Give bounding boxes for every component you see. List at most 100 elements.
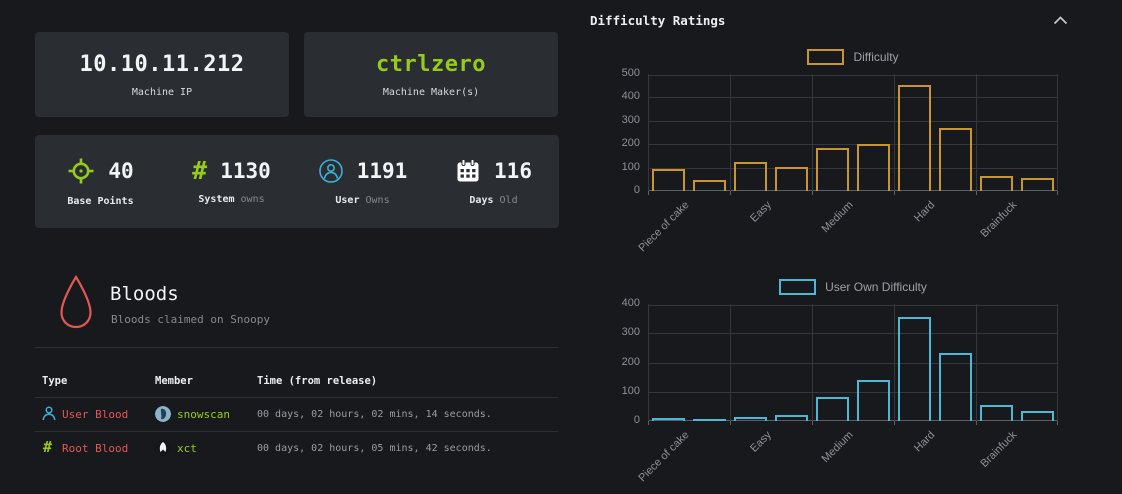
- bar: [980, 176, 1013, 191]
- plot-area: 0 100 200 300 400 500 Piece of cake Easy Medium H…: [622, 67, 1058, 254]
- stat-base-points: 40 Base Points: [35, 157, 166, 207]
- y-axis-tick-label: 0: [633, 184, 640, 196]
- days-old-value: 116: [494, 158, 532, 183]
- x-axis-tick: [812, 421, 813, 425]
- member-link[interactable]: snowscan: [177, 408, 230, 421]
- x-axis-tick: [812, 191, 813, 195]
- y-axis-tick-label: 400: [621, 297, 640, 309]
- legend-difficulty[interactable]: Difficulty: [648, 49, 1058, 65]
- gridline: [648, 75, 1058, 76]
- x-axis-tick: [976, 421, 977, 425]
- x-axis-tick: [1057, 421, 1058, 425]
- bar: [816, 148, 849, 191]
- user-own-difficulty-chart: User Own Difficulty 0 100 200 300 400 Piece o…: [622, 279, 1058, 484]
- stat-system-owns: # 1130 System owns: [192, 156, 271, 205]
- user-icon: [42, 406, 56, 421]
- plot-area: 0 100 200 300 400 Piece of cake Easy Medium Hard…: [622, 297, 1058, 484]
- x-axis-tick: [730, 421, 731, 425]
- bar: [980, 405, 1013, 421]
- user-owns-value: 1191: [356, 158, 408, 183]
- gridline: [730, 74, 731, 191]
- x-axis-tick: [730, 191, 731, 195]
- bar: [652, 418, 685, 421]
- x-axis-tick: [894, 421, 895, 425]
- bar: [857, 380, 890, 421]
- x-axis-category-label: Piece of cake: [636, 429, 692, 485]
- x-axis-tick: [1057, 191, 1058, 195]
- y-axis-tick-label: 100: [621, 384, 640, 397]
- bar: [939, 353, 972, 421]
- bar: [734, 162, 767, 191]
- gridline: [894, 304, 895, 421]
- bar: [652, 169, 685, 191]
- system-owns-value: 1130: [220, 158, 271, 183]
- gridline: [894, 74, 895, 191]
- gridline: [648, 391, 1058, 393]
- system-owns-label: System: [198, 194, 235, 205]
- blood-time: 00 days, 02 hours, 05 mins, 42 seconds.: [257, 443, 492, 454]
- x-axis-category-label: Brainfuck: [978, 199, 1020, 240]
- x-axis-tick: [648, 421, 649, 425]
- machine-stats-card: 40 Base Points # 1130 System owns 1191 U…: [35, 135, 559, 228]
- bar: [693, 419, 726, 421]
- bloods-title: Bloods: [110, 283, 179, 305]
- divider: [35, 431, 558, 432]
- bar: [1021, 178, 1054, 191]
- chevron-up-icon[interactable]: [1053, 16, 1068, 25]
- calendar-icon: [455, 158, 481, 184]
- gridline: [976, 304, 977, 421]
- column-header-member: Member: [155, 375, 193, 387]
- x-axis-category-label: Hard: [912, 199, 938, 225]
- divider: [35, 347, 558, 348]
- member-link[interactable]: xct: [177, 442, 197, 455]
- y-axis-tick-label: 300: [621, 113, 640, 126]
- gridline: [648, 362, 1058, 364]
- bar: [857, 144, 890, 191]
- x-axis-category-label: Medium: [819, 199, 856, 236]
- machine-maker-label: Machine Maker(s): [382, 86, 480, 98]
- gridline: [1057, 304, 1058, 421]
- bar: [775, 167, 808, 191]
- gridline: [812, 74, 813, 191]
- blood-type: User Blood: [62, 408, 129, 421]
- x-axis-category-label: Brainfuck: [978, 429, 1020, 470]
- user-circle-icon: [318, 158, 344, 184]
- gridline: [648, 120, 1058, 122]
- gridline: [1057, 74, 1058, 191]
- blood-drop-icon: [58, 274, 94, 330]
- divider: [35, 397, 558, 398]
- x-axis-category-label: Piece of cake: [636, 199, 692, 255]
- y-axis-tick-label: 400: [621, 90, 640, 103]
- bar: [734, 417, 767, 421]
- gridline: [648, 74, 649, 191]
- days-old-label: Days: [469, 194, 494, 206]
- x-axis-category-label: Easy: [747, 429, 774, 455]
- x-axis-category-label: Easy: [747, 199, 774, 225]
- y-axis-tick-label: 200: [621, 355, 640, 368]
- x-axis-tick: [894, 191, 895, 195]
- gridline: [648, 304, 649, 421]
- stat-days-old: 116 Days Old: [428, 158, 559, 206]
- y-axis-tick-label: 500: [621, 67, 640, 79]
- machine-maker-value[interactable]: ctrlzero: [376, 51, 486, 77]
- bar: [816, 397, 849, 421]
- base-points-label: Base Points: [67, 195, 134, 207]
- legend-user-own-difficulty[interactable]: User Own Difficulty: [648, 279, 1058, 295]
- machine-ip-card: 10.10.11.212 Machine IP: [35, 32, 289, 117]
- avatar[interactable]: [155, 406, 171, 422]
- gridline: [730, 304, 731, 421]
- column-header-type: Type: [42, 375, 68, 387]
- machine-maker-card: ctrlzero Machine Maker(s): [304, 32, 558, 117]
- gridline: [648, 97, 1058, 99]
- difficulty-chart: Difficulty 0 100 200 300 400 500 Piece of cake…: [622, 49, 1058, 254]
- x-axis-tick: [648, 191, 649, 195]
- gridline: [648, 333, 1058, 335]
- blood-time: 00 days, 02 hours, 02 mins, 14 seconds.: [257, 409, 492, 420]
- blood-type: Root Blood: [62, 442, 129, 455]
- gridline: [648, 190, 1058, 191]
- user-owns-label: User: [335, 194, 360, 206]
- x-axis-tick: [976, 191, 977, 195]
- x-axis-category-label: Medium: [819, 429, 856, 466]
- avatar[interactable]: [155, 440, 171, 456]
- bar: [775, 415, 808, 421]
